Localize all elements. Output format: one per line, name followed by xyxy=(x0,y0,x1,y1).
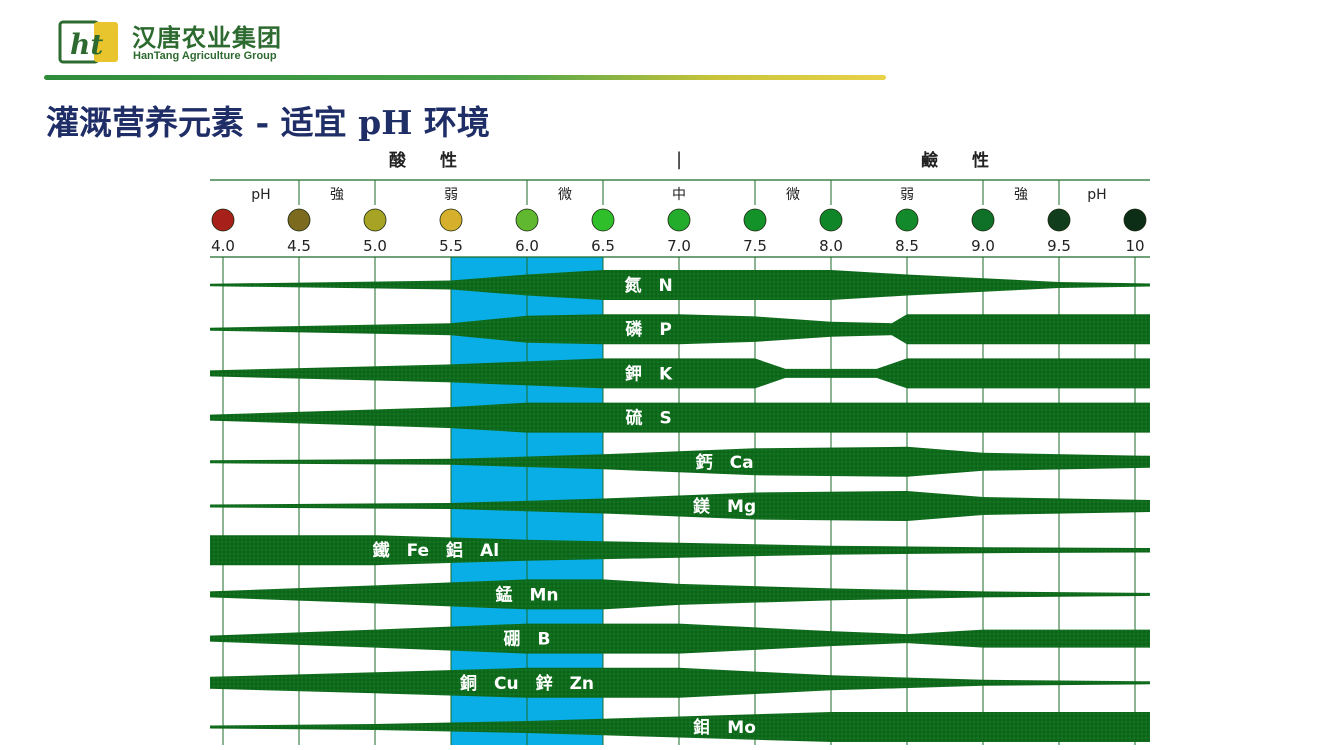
ph-nutrient-chart: 酸 性 鹼 性 | pH 強 弱 微 中 微 弱 強 pH 4.0 4.5 5.0 5.5 6.0 6.5 7.0 7… xyxy=(210,149,1150,745)
ph-color-dot xyxy=(819,208,843,232)
page-title: 灌溉营养元素 - 适宜 pH 环境 xyxy=(46,103,490,142)
zone-label: pH xyxy=(1087,187,1106,203)
ph-color-dot xyxy=(895,208,919,232)
nutrient-label: 鐵 Fe 鋁 Al xyxy=(373,540,499,561)
nutrient-label: 銅 Cu 鋅 Zn xyxy=(460,673,594,694)
nutrient-label: 鉬 Mo xyxy=(693,717,756,738)
region-divider: | xyxy=(676,149,682,170)
nutrient-band xyxy=(210,491,1150,521)
zone-label: 弱 xyxy=(444,187,458,203)
ph-tick-label: 5.5 xyxy=(439,237,463,255)
nutrient-band xyxy=(210,358,1150,389)
nutrient-label: 錳 Mn xyxy=(495,584,558,605)
nutrient-band xyxy=(210,667,1150,698)
nutrient-label: 鈣 Ca xyxy=(696,452,754,473)
nutrient-band xyxy=(210,446,1150,477)
ph-color-dot xyxy=(439,208,463,232)
zone-label: 中 xyxy=(672,187,686,203)
nutrient-label: 鎂 Mg xyxy=(693,496,756,517)
ph-color-dot xyxy=(1123,208,1147,232)
ph-tick-label: 8.0 xyxy=(819,237,843,255)
ph-color-dot xyxy=(591,208,615,232)
ph-color-dot xyxy=(1047,208,1071,232)
ph-tick-label: 7.0 xyxy=(667,237,691,255)
zone-label: 強 xyxy=(1014,187,1028,203)
zone-label: 微 xyxy=(786,187,800,203)
ph-tick-label: 10 xyxy=(1125,237,1144,255)
nutrient-label: 硫 S xyxy=(625,408,671,429)
ph-tick-label: 9.5 xyxy=(1047,237,1071,255)
zone-label: 強 xyxy=(330,187,344,203)
ph-tick-label: 4.0 xyxy=(211,237,235,255)
ph-tick-label: 8.5 xyxy=(895,237,919,255)
ph-tick-label: 5.0 xyxy=(363,237,387,255)
nutrient-label: 磷 P xyxy=(625,319,671,340)
company-logo: ht 汉唐农业集团 HanTang Agriculture Group xyxy=(58,18,328,68)
region-label: 鹼 性 xyxy=(921,150,989,171)
zone-label: 微 xyxy=(558,187,572,203)
ph-color-dot xyxy=(515,208,539,232)
nutrient-label: 硼 B xyxy=(504,630,551,650)
ph-color-dot xyxy=(971,208,995,232)
nutrient-band xyxy=(210,402,1150,433)
nutrient-label: 鉀 K xyxy=(625,363,673,384)
zone-label: pH xyxy=(251,187,270,203)
nutrient-band xyxy=(210,314,1150,345)
region-label: 酸 性 xyxy=(389,150,457,171)
ph-tick-label: 6.0 xyxy=(515,237,539,255)
nutrient-label: 氮 N xyxy=(624,275,672,296)
ph-color-dot xyxy=(363,208,387,232)
header-divider xyxy=(44,75,886,80)
nutrient-band xyxy=(210,623,1150,654)
ph-tick-label: 9.0 xyxy=(971,237,995,255)
nutrient-band xyxy=(210,270,1150,300)
nutrient-band xyxy=(210,712,1150,742)
logo-mark-icon: ht xyxy=(58,20,118,64)
ph-color-dot xyxy=(287,208,311,232)
nutrient-band xyxy=(210,535,1150,566)
ph-color-dot xyxy=(667,208,691,232)
brand-name-en: HanTang Agriculture Group xyxy=(133,50,277,62)
brand-name-cn: 汉唐农业集团 xyxy=(132,24,282,52)
ph-tick-label: 7.5 xyxy=(743,237,767,255)
ph-tick-label: 6.5 xyxy=(591,237,615,255)
ph-tick-label: 4.5 xyxy=(287,237,311,255)
zone-label: 弱 xyxy=(900,187,914,203)
logo-mark-text: ht xyxy=(70,28,103,61)
ph-color-dot xyxy=(743,208,767,232)
ph-color-dot xyxy=(211,208,235,232)
nutrient-band xyxy=(210,579,1150,610)
